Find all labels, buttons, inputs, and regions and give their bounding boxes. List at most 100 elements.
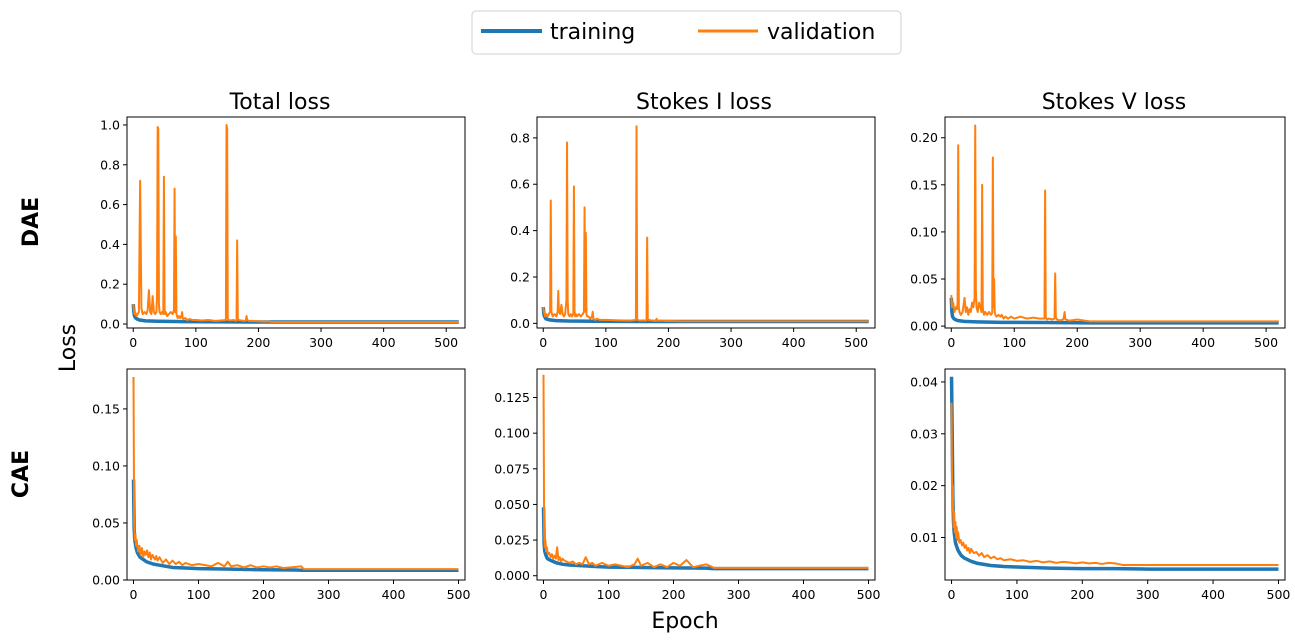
x-tick-label: 100: [1002, 335, 1026, 350]
series-line-validation: [542, 125, 869, 323]
axes-frame: [126, 116, 466, 329]
y-tick-label: 0.050: [494, 497, 530, 512]
series-line-validation: [542, 374, 869, 569]
y-tick-label: 0.04: [910, 374, 938, 389]
title-stokes-v-loss: Stokes V loss: [1042, 90, 1187, 115]
y-tick-label: 0.0: [510, 316, 530, 331]
x-tick-label: 400: [382, 587, 406, 602]
y-tick-label: 0.075: [494, 461, 530, 476]
panel-3: 0 100 200 300 400 500 0.00 0.05 0.10 0.15 0.20: [910, 116, 1286, 350]
x-tick-label: 300: [719, 335, 743, 350]
y-tick-label: 0.100: [494, 426, 530, 441]
panels: 0 100 200 300 400 500 0.0 0.2 0.4 0.6 0.8 1.0 0 100 20…: [92, 116, 1291, 602]
x-tick-label: 500: [844, 335, 868, 350]
series-line-validation: [132, 123, 459, 324]
axes-frame: [536, 116, 876, 329]
x-tick-label: 500: [447, 587, 471, 602]
axes-frame: [944, 116, 1286, 329]
series-line-validation: [132, 376, 459, 571]
x-tick-label: 500: [434, 335, 458, 350]
y-tick-label: 0.000: [494, 568, 530, 583]
x-tick-label: 200: [657, 335, 681, 350]
x-tick-label: 400: [372, 335, 396, 350]
x-tick-label: 100: [187, 587, 211, 602]
legend-label-validation: validation: [767, 20, 875, 45]
x-tick-label: 300: [1128, 335, 1152, 350]
y-tick-label: 0.4: [510, 223, 530, 238]
y-tick-label: 0.0: [100, 317, 120, 332]
axes-frame: [944, 368, 1286, 581]
y-tick-label: 0.00: [92, 573, 120, 588]
x-tick-label: 100: [594, 335, 618, 350]
y-tick-label: 0.05: [92, 515, 120, 530]
title-stokes-i-loss: Stokes I loss: [636, 90, 772, 115]
x-tick-label: 200: [247, 335, 271, 350]
panel-6: 0 100 200 300 400 500 0.01 0.02 0.03 0.04: [910, 368, 1291, 602]
x-tick-label: 400: [1191, 335, 1215, 350]
series-line-validation: [950, 124, 1279, 323]
x-tick-label: 400: [792, 587, 816, 602]
series-line-training: [541, 507, 869, 571]
series-line-validation: [950, 402, 1279, 566]
y-tick-label: 0.025: [494, 533, 530, 548]
y-tick-label: 0.2: [100, 277, 120, 292]
y-tick-label: 0.8: [510, 130, 530, 145]
row-label-dae: DAE: [19, 197, 44, 247]
y-tick-label: 0.6: [510, 177, 530, 192]
series-line-training: [949, 297, 1279, 325]
y-axis-label: Loss: [56, 324, 81, 372]
x-tick-label: 200: [252, 587, 276, 602]
axes-frame: [126, 368, 466, 581]
y-tick-label: 0.03: [910, 426, 938, 441]
axes-frame: [536, 368, 876, 581]
x-tick-label: 300: [1136, 587, 1160, 602]
x-tick-label: 200: [1070, 587, 1094, 602]
y-tick-label: 0.05: [910, 272, 938, 287]
x-tick-label: 300: [727, 587, 751, 602]
x-tick-label: 0: [947, 335, 955, 350]
legend-frame: [471, 10, 902, 55]
panel-4: 0 100 200 300 400 500 0.00 0.05 0.10 0.15: [92, 368, 471, 602]
x-tick-label: 100: [597, 587, 621, 602]
series-line-training: [131, 479, 459, 573]
x-tick-label: 0: [540, 587, 548, 602]
x-tick-label: 0: [948, 587, 956, 602]
y-tick-label: 0.2: [510, 269, 530, 284]
x-tick-label: 100: [184, 335, 208, 350]
x-tick-label: 500: [1267, 587, 1291, 602]
x-tick-label: 0: [129, 335, 137, 350]
x-tick-label: 0: [539, 335, 547, 350]
y-tick-label: 0.00: [910, 319, 938, 334]
y-tick-label: 0.10: [910, 224, 938, 239]
legend-label-training: training: [550, 20, 635, 45]
x-tick-label: 300: [317, 587, 341, 602]
y-tick-label: 1.0: [100, 117, 120, 132]
x-tick-label: 0: [130, 587, 138, 602]
y-tick-label: 0.15: [910, 177, 938, 192]
x-tick-label: 200: [662, 587, 686, 602]
x-tick-label: 200: [1065, 335, 1089, 350]
y-tick-label: 0.10: [92, 458, 120, 473]
row-label-cae: CAE: [9, 450, 34, 498]
y-tick-label: 0.20: [910, 130, 938, 145]
panel-1: 0 100 200 300 400 500 0.0 0.2 0.4 0.6 0.8 1.0: [100, 116, 466, 350]
x-tick-label: 400: [782, 335, 806, 350]
title-total-loss: Total loss: [229, 90, 331, 115]
legend: training validation: [471, 10, 902, 55]
y-tick-label: 0.4: [100, 237, 120, 252]
x-axis-label: Epoch: [651, 609, 718, 634]
y-tick-label: 0.8: [100, 157, 120, 172]
y-tick-label: 0.01: [910, 530, 938, 545]
y-tick-label: 0.15: [92, 401, 120, 416]
y-tick-label: 0.02: [910, 478, 938, 493]
y-tick-label: 0.125: [494, 390, 530, 405]
y-tick-label: 0.6: [100, 197, 120, 212]
x-tick-label: 400: [1201, 587, 1225, 602]
x-tick-label: 300: [309, 335, 333, 350]
panel-2: 0 100 200 300 400 500 0.0 0.2 0.4 0.6 0.8: [510, 116, 876, 350]
x-tick-label: 500: [1254, 335, 1278, 350]
x-tick-label: 100: [1005, 587, 1029, 602]
x-tick-label: 500: [857, 587, 881, 602]
panel-5: 0 100 200 300 400 500 0.000 0.025 0.050 0.075 0.10…: [494, 368, 881, 602]
